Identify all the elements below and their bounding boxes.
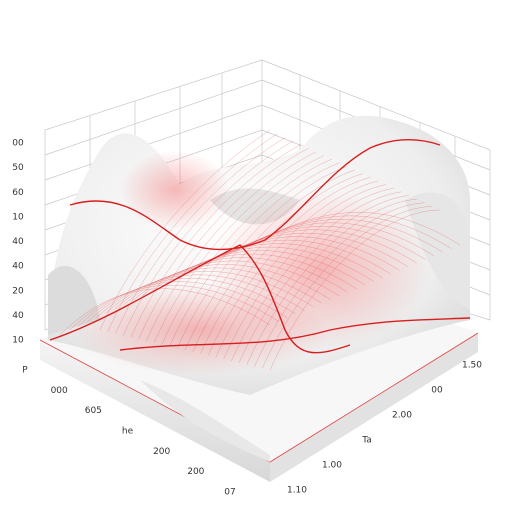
mesh-line: [99, 129, 271, 331]
mesh-line: [141, 257, 348, 297]
mesh-line: [178, 243, 383, 280]
mesh-line: [177, 166, 348, 349]
axis-label: 07: [224, 488, 235, 498]
mesh-line: [196, 236, 400, 271]
mesh-line: [105, 271, 314, 314]
axis-label: 00: [12, 139, 24, 149]
mesh-line: [150, 253, 357, 292]
mesh-line: [184, 169, 356, 351]
mesh-line: [123, 264, 331, 305]
mesh-line: [123, 140, 294, 336]
axis-label: 000: [51, 386, 68, 396]
mesh-line: [78, 281, 288, 327]
mesh-line: [223, 226, 426, 260]
axis-label: 10: [12, 212, 24, 222]
mesh-line: [132, 260, 340, 301]
mesh-line: [138, 148, 309, 340]
axis-label: P: [22, 366, 28, 376]
mesh-line: [214, 229, 417, 264]
mesh-line: [130, 144, 301, 338]
mesh-line: [159, 250, 366, 288]
axis-label: 200: [153, 447, 170, 457]
mesh-line: [232, 222, 435, 257]
mesh-line: [114, 267, 322, 310]
axis-label: 605: [85, 406, 102, 416]
axis-label: 1.50: [462, 361, 482, 371]
mesh-line: [169, 162, 340, 347]
mesh-line: [146, 151, 317, 341]
mesh-line: [161, 158, 332, 345]
axis-label: 60: [12, 188, 24, 198]
axis-label: 40: [12, 311, 24, 321]
axis-label: 20: [12, 286, 24, 296]
axis-label: 00: [431, 386, 443, 396]
mesh-line: [96, 274, 305, 318]
wire-mesh: [59, 129, 461, 371]
axis-label: 2.00: [392, 411, 412, 421]
edge-curves: [49, 139, 471, 354]
axis-label: 40: [12, 237, 24, 247]
axis-labels: 00 50 60 10 40 40 20 40 10 P 000 605 he 200 200 07 1.10 1…: [12, 139, 482, 498]
mesh-line: [241, 219, 443, 253]
mesh-line: [87, 278, 297, 323]
mesh-line: [168, 246, 374, 284]
surface: [48, 115, 470, 462]
axis-label: he: [122, 427, 134, 437]
mesh-line: [115, 137, 286, 334]
axis-label: 200: [187, 467, 204, 477]
axis-label: 1.00: [322, 461, 342, 471]
axis-label: 40: [12, 262, 24, 272]
axis-label: Ta: [361, 436, 372, 446]
axis-label: 50: [12, 163, 24, 173]
mesh-line: [259, 212, 461, 246]
axis-label: 1.10: [287, 486, 307, 496]
axis-label: 10: [12, 336, 24, 346]
mesh-line: [153, 155, 325, 343]
mesh-line: [205, 233, 409, 267]
